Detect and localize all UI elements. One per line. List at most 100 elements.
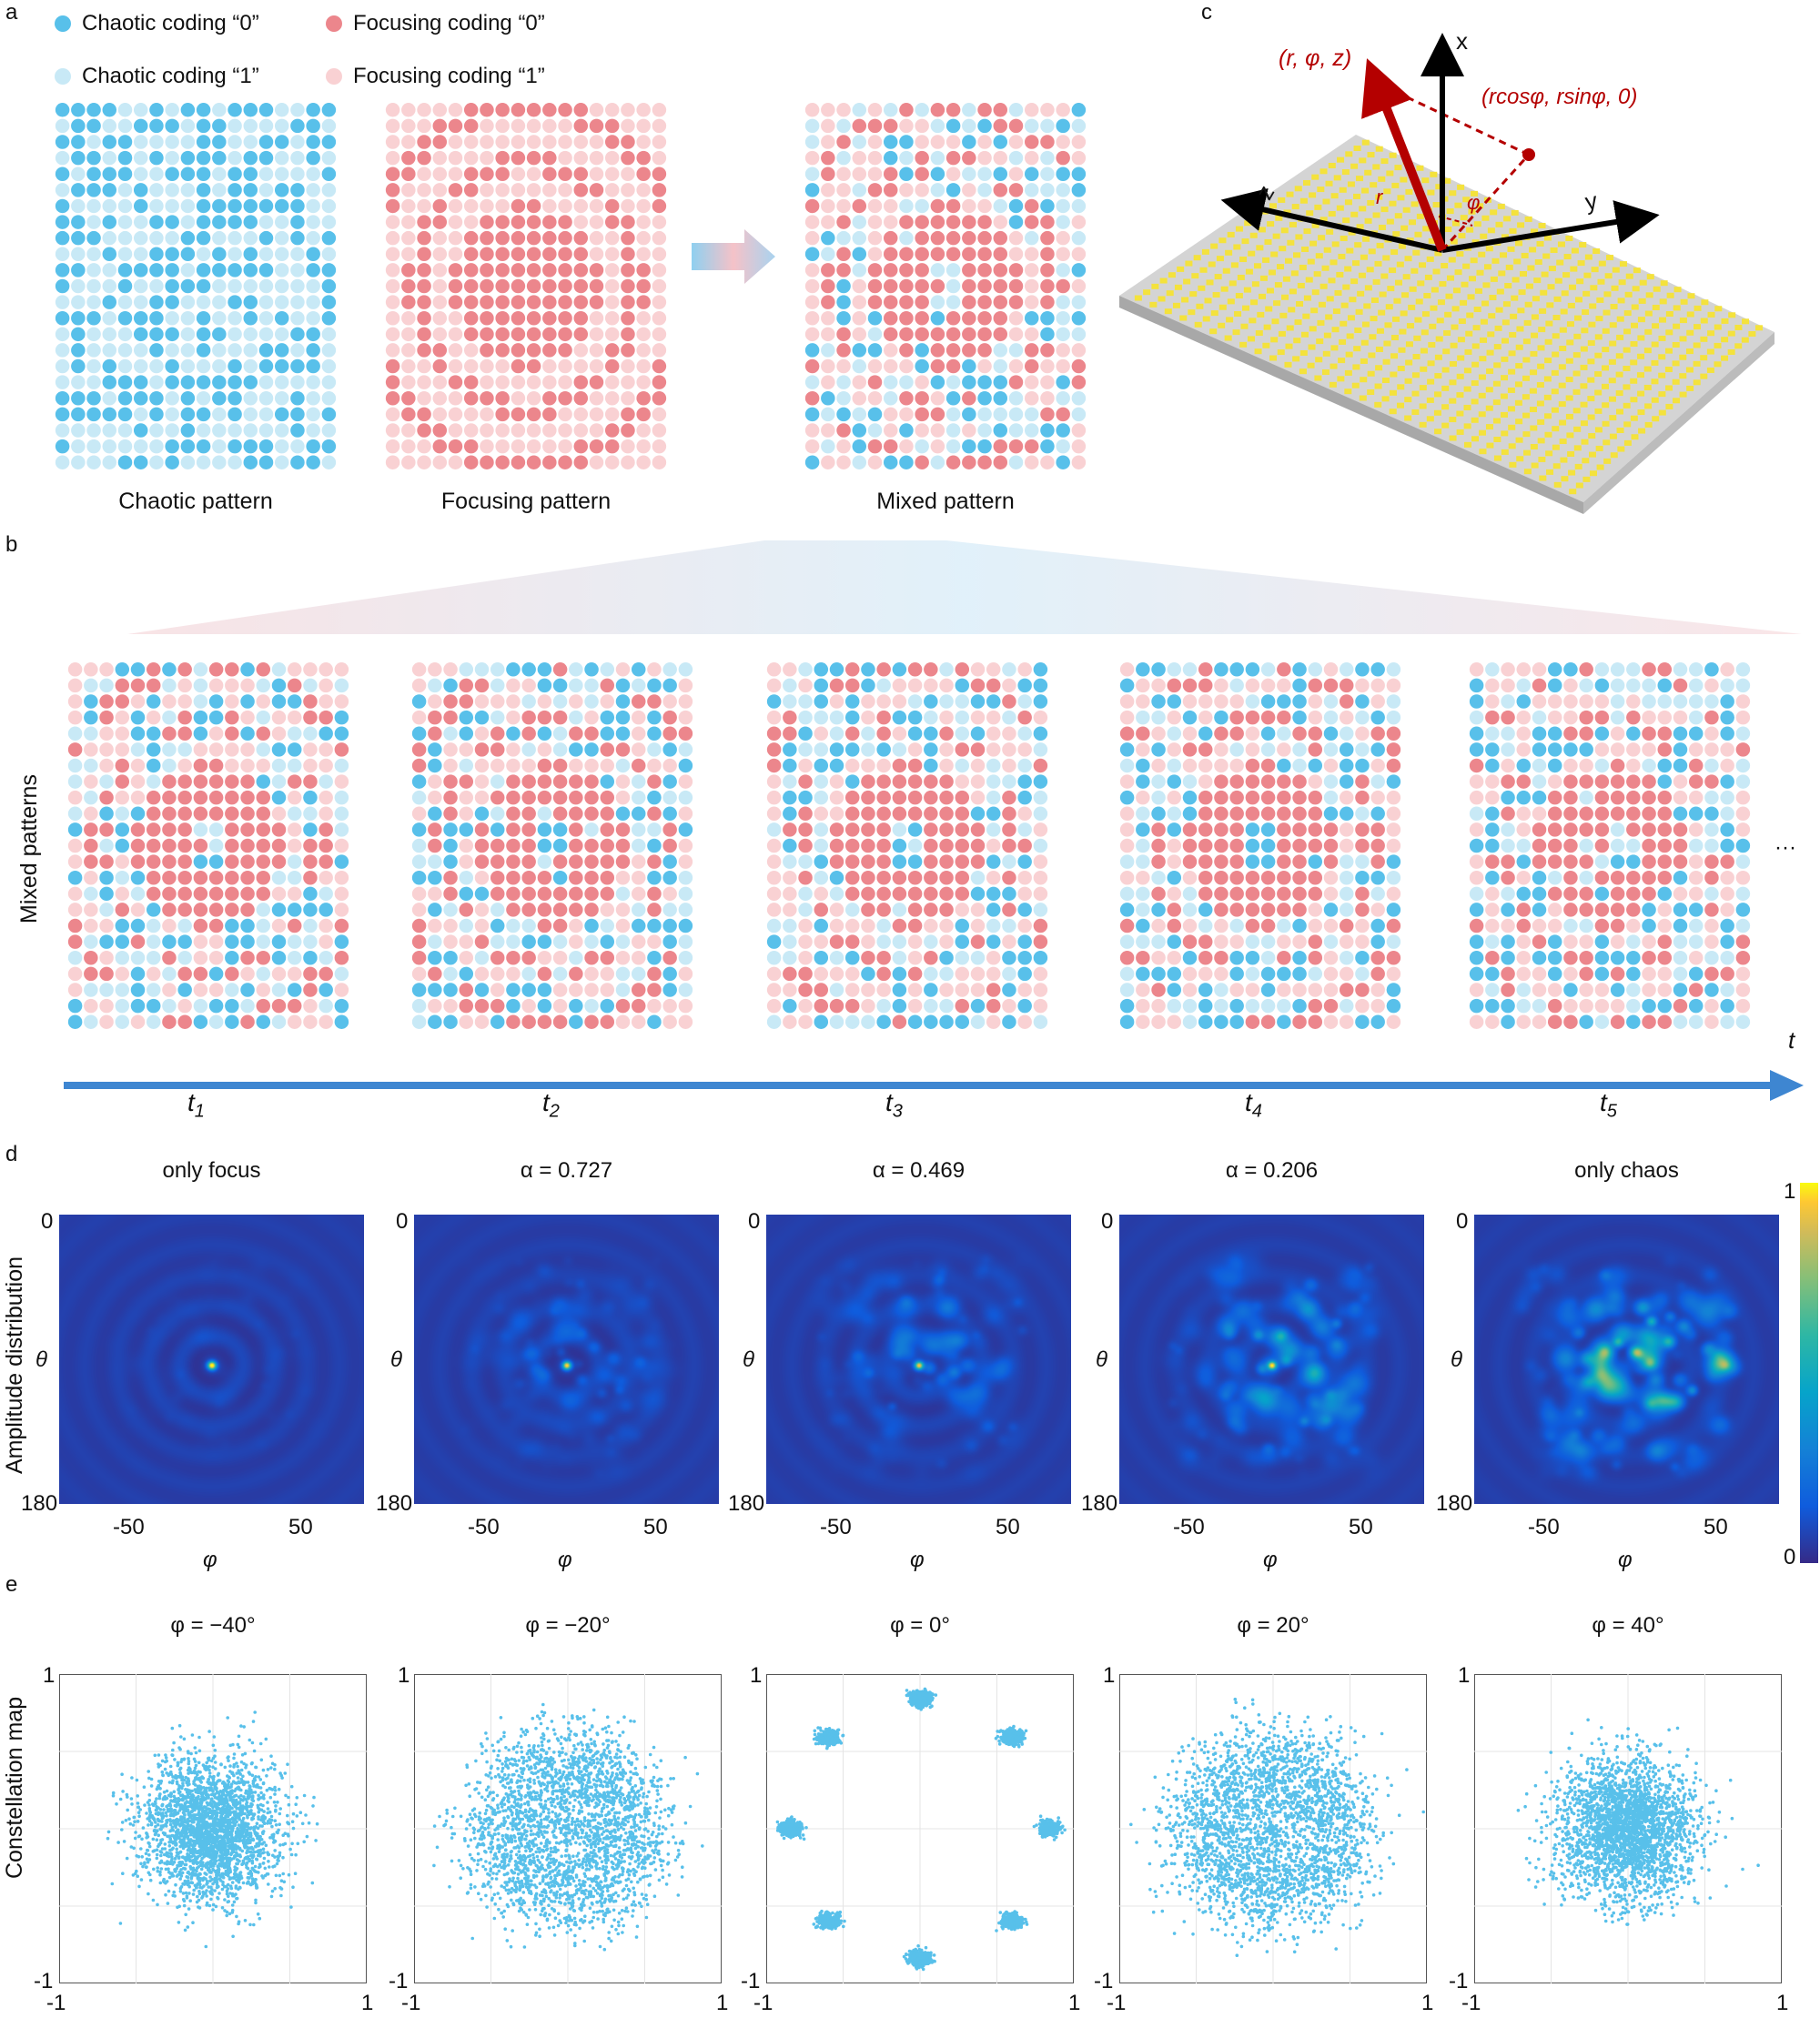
coding-element bbox=[558, 343, 572, 358]
coding-element bbox=[1119, 662, 1135, 677]
coding-element bbox=[647, 710, 662, 725]
coding-element bbox=[1308, 934, 1323, 949]
coding-element bbox=[558, 103, 572, 117]
coding-element bbox=[180, 215, 196, 229]
metasurface-patch bbox=[1594, 427, 1603, 433]
coding-element bbox=[258, 455, 274, 469]
coding-element bbox=[1229, 934, 1244, 949]
coding-element bbox=[448, 407, 463, 422]
metasurface-patch bbox=[1533, 277, 1542, 284]
coding-element bbox=[647, 870, 662, 885]
coding-element bbox=[240, 758, 255, 773]
coding-element bbox=[631, 1014, 646, 1029]
coding-element bbox=[177, 742, 192, 757]
coding-element bbox=[258, 375, 274, 389]
metasurface-patch bbox=[1590, 285, 1598, 291]
coding-element bbox=[955, 822, 970, 837]
coding-element bbox=[924, 998, 938, 1014]
coding-element bbox=[1071, 327, 1087, 342]
metasurface-patch bbox=[1581, 328, 1589, 334]
coding-element bbox=[1308, 726, 1323, 741]
coding-element bbox=[1323, 694, 1339, 709]
metasurface-patch bbox=[1672, 378, 1680, 385]
metasurface-patch bbox=[1636, 372, 1644, 378]
coding-element bbox=[511, 150, 526, 166]
coding-element bbox=[115, 870, 130, 885]
coding-element bbox=[993, 407, 1008, 422]
coding-element bbox=[443, 678, 458, 693]
coding-element bbox=[146, 966, 161, 982]
coding-element bbox=[537, 934, 552, 949]
coding-element bbox=[228, 358, 242, 374]
coding-element bbox=[146, 934, 161, 949]
coding-element bbox=[1594, 998, 1610, 1014]
mixed-pattern-grid bbox=[804, 103, 1087, 469]
tick-index: 2 bbox=[549, 1101, 560, 1122]
coding-element bbox=[71, 455, 86, 469]
coding-element bbox=[1673, 726, 1688, 741]
coding-element bbox=[208, 918, 224, 933]
coding-element bbox=[1008, 198, 1024, 214]
coding-element bbox=[955, 710, 970, 725]
coding-element bbox=[542, 343, 557, 358]
coding-element bbox=[604, 278, 620, 294]
coding-element bbox=[844, 678, 860, 693]
coding-element bbox=[1642, 886, 1656, 902]
coding-element bbox=[196, 423, 211, 438]
coding-element bbox=[417, 295, 431, 309]
metasurface-patch bbox=[1488, 313, 1496, 319]
metasurface-patch bbox=[1558, 382, 1566, 388]
coding-element bbox=[146, 678, 161, 693]
coding-element bbox=[240, 790, 255, 805]
coding-element bbox=[86, 247, 101, 262]
coding-element bbox=[1198, 742, 1213, 757]
coding-element bbox=[569, 790, 583, 805]
coding-element bbox=[977, 343, 992, 358]
metasurface-patch bbox=[1326, 228, 1334, 235]
coding-element bbox=[1198, 790, 1213, 805]
coding-element bbox=[1151, 886, 1166, 902]
metasurface-patch bbox=[1428, 342, 1436, 348]
coding-element bbox=[1229, 886, 1244, 902]
mixed-pattern-t2 bbox=[411, 662, 693, 1029]
coding-element bbox=[303, 870, 318, 885]
coding-element bbox=[225, 822, 239, 837]
coding-element bbox=[321, 198, 337, 214]
coding-element bbox=[102, 295, 117, 309]
coding-element bbox=[604, 247, 620, 262]
coding-element bbox=[867, 327, 883, 342]
coding-element bbox=[1501, 1014, 1515, 1029]
coding-element bbox=[1469, 951, 1484, 965]
coding-element bbox=[1355, 774, 1370, 789]
metasurface-patch bbox=[1330, 345, 1339, 351]
coding-element bbox=[1071, 278, 1087, 294]
coding-element bbox=[1136, 886, 1150, 902]
coding-element bbox=[1017, 790, 1032, 805]
metasurface-patch bbox=[1210, 243, 1218, 249]
metasurface-patch bbox=[1700, 373, 1708, 379]
coding-element bbox=[385, 215, 400, 229]
coding-element bbox=[977, 183, 992, 197]
coding-element bbox=[939, 934, 954, 949]
metasurface-patch bbox=[1437, 299, 1445, 306]
metasurface-patch bbox=[1538, 222, 1546, 228]
coding-element bbox=[993, 198, 1008, 214]
coding-element bbox=[542, 150, 557, 166]
coding-element bbox=[463, 439, 479, 454]
metasurface-patch bbox=[1311, 174, 1320, 180]
coding-element bbox=[149, 198, 164, 214]
coding-element bbox=[600, 934, 615, 949]
coding-element bbox=[258, 166, 274, 181]
metasurface-patch bbox=[1285, 257, 1293, 264]
coding-element bbox=[1610, 790, 1625, 805]
coding-element bbox=[600, 854, 615, 869]
metasurface-patch bbox=[1471, 380, 1479, 387]
coding-element bbox=[193, 678, 208, 693]
coding-element bbox=[1594, 806, 1610, 822]
coding-element bbox=[867, 215, 883, 229]
coding-element bbox=[84, 1014, 98, 1029]
metasurface-patch bbox=[1375, 146, 1383, 152]
coding-element bbox=[318, 822, 333, 837]
coding-element bbox=[274, 198, 289, 214]
coding-element bbox=[208, 886, 224, 902]
